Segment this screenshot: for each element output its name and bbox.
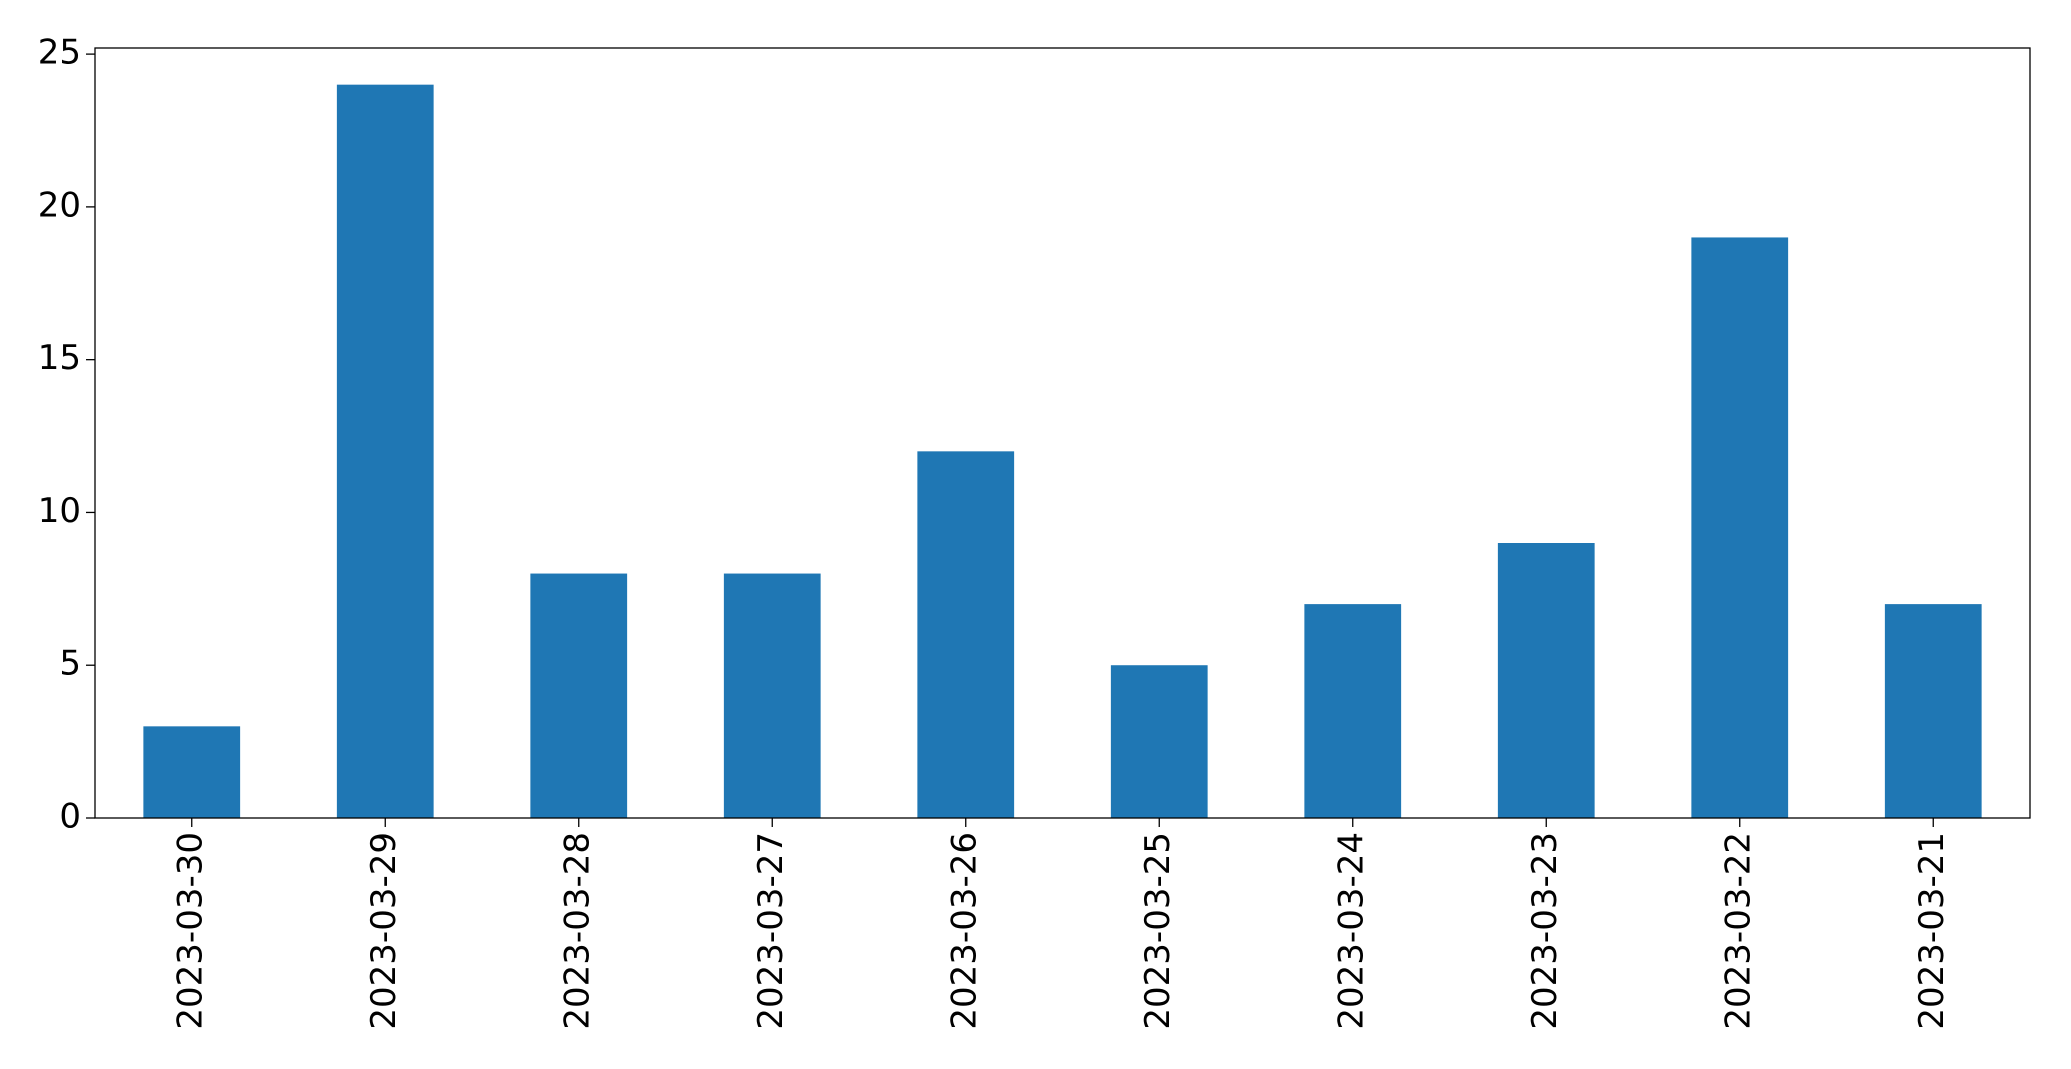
- x-tick-label: 2023-03-29: [364, 832, 404, 1030]
- y-tick-label: 25: [38, 33, 81, 73]
- y-tick-label: 10: [38, 491, 81, 531]
- y-tick-label: 20: [38, 185, 81, 225]
- bar: [336, 84, 434, 818]
- x-tick-label: 2023-03-28: [557, 832, 597, 1030]
- bar: [1691, 237, 1789, 818]
- x-tick-label: 2023-03-27: [751, 832, 791, 1030]
- bar: [1304, 604, 1402, 818]
- plot-frame: [94, 47, 2031, 819]
- y-tick-label: 0: [59, 797, 81, 837]
- bar: [723, 573, 821, 818]
- x-tick-label: 2023-03-24: [1331, 832, 1371, 1030]
- bar: [1110, 665, 1208, 818]
- y-tick-label: 5: [59, 644, 81, 684]
- bar: [1497, 543, 1595, 818]
- bar: [917, 451, 1015, 818]
- bar: [530, 573, 628, 818]
- x-tick-label: 2023-03-22: [1718, 832, 1758, 1030]
- x-tick-label: 2023-03-30: [170, 832, 210, 1030]
- bar: [143, 726, 241, 818]
- bar: [1884, 604, 1982, 818]
- x-tick-label: 2023-03-23: [1525, 832, 1565, 1030]
- y-tick-label: 15: [38, 338, 81, 378]
- x-tick-label: 2023-03-21: [1912, 832, 1952, 1030]
- x-tick-label: 2023-03-26: [944, 832, 984, 1030]
- x-tick-label: 2023-03-25: [1138, 832, 1178, 1030]
